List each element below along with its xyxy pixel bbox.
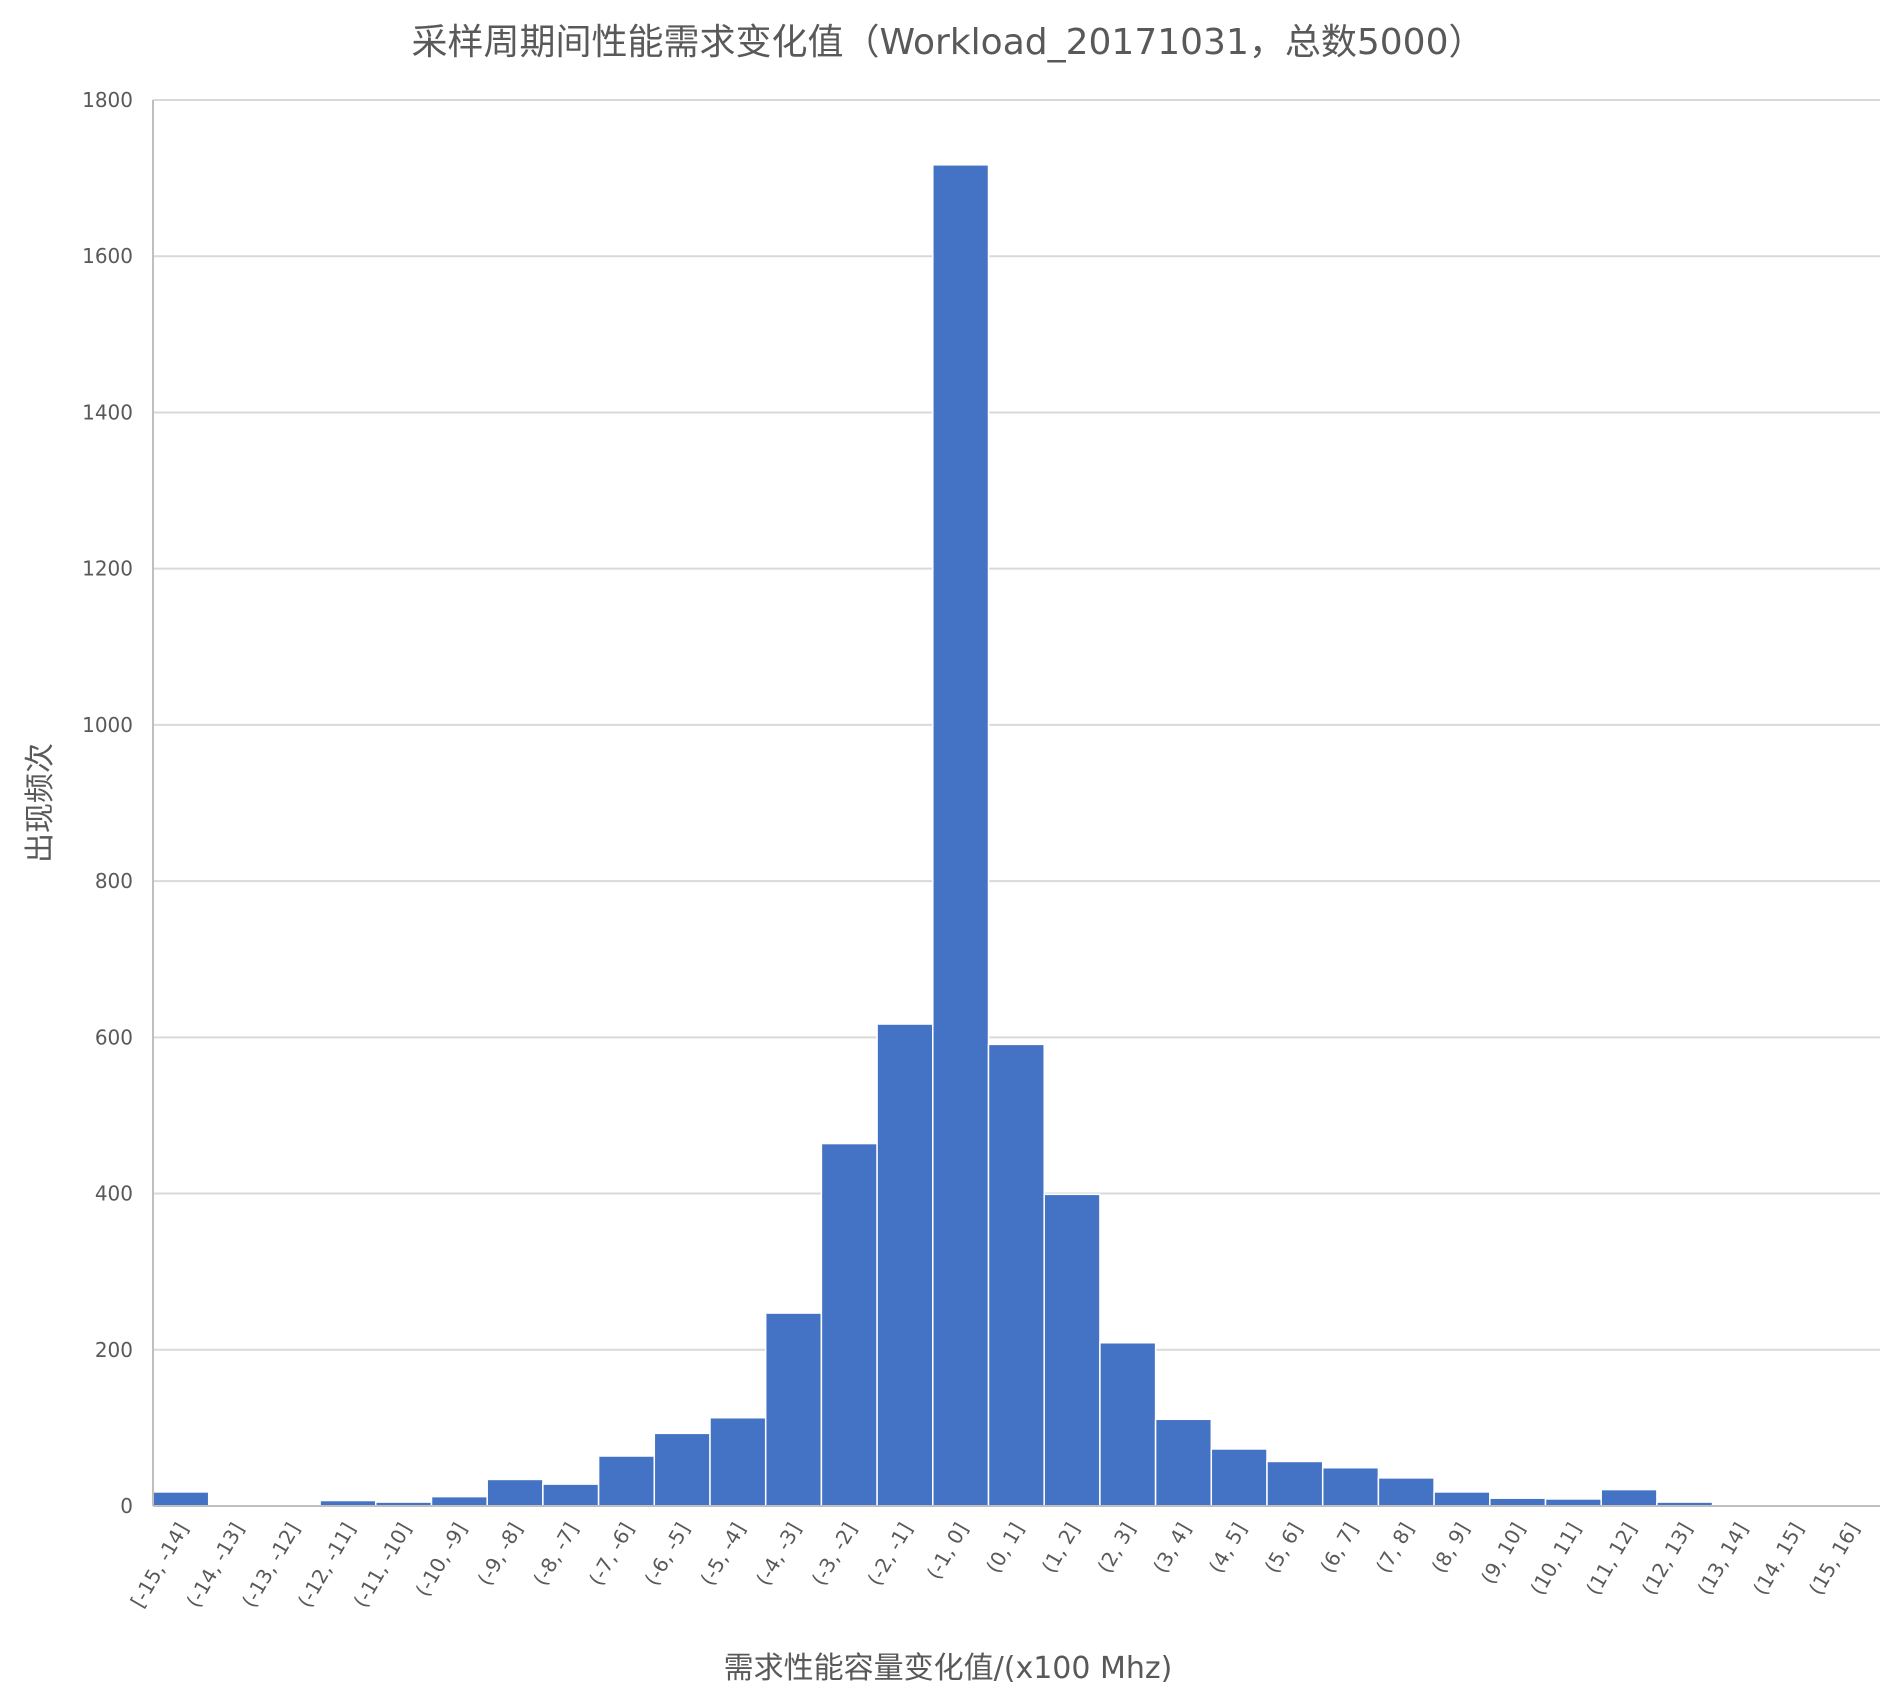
x-tick-label: (8, 9]: [1427, 1519, 1475, 1578]
y-tick-label: 600: [95, 1025, 133, 1049]
bar: [1266, 1460, 1324, 1507]
bar: [1433, 1491, 1491, 1507]
y-axis-ticks: 0 200 400 600 800 1000 1200 1400 1600 1800: [82, 88, 133, 1518]
bar: [876, 1023, 934, 1507]
x-axis-title: 需求性能容量变化值/(x100 Mhz): [724, 1651, 1173, 1686]
x-tick-label: (5, 6]: [1260, 1519, 1308, 1578]
x-tick-label: (2, 3]: [1092, 1519, 1140, 1578]
x-axis-ticks: [-15, -14](-14, -13](-13, -12](-12, -11]…: [126, 1519, 1865, 1612]
bar: [1321, 1466, 1380, 1507]
y-tick-label: 800: [95, 869, 133, 893]
x-tick-label: (-4, -3]: [751, 1519, 806, 1590]
x-tick-label: (0, 1]: [981, 1519, 1029, 1578]
bar: [820, 1142, 878, 1507]
gridlines: [153, 99, 1880, 1351]
x-tick-label: (-6, -5]: [640, 1519, 695, 1590]
x-tick-label: (1, 2]: [1037, 1519, 1085, 1578]
y-tick-label: 0: [120, 1494, 133, 1518]
y-tick-label: 1400: [82, 400, 133, 424]
x-tick-label: (-3, -2]: [807, 1519, 862, 1590]
x-tick-label: (-2, -1]: [862, 1519, 917, 1590]
y-axis-title: 出现频次: [23, 743, 58, 863]
bar: [1600, 1488, 1658, 1507]
bar: [1489, 1497, 1547, 1507]
x-tick-label: (10, 11]: [1525, 1519, 1585, 1600]
bar: [152, 1491, 210, 1507]
x-tick-label: (7, 8]: [1371, 1519, 1419, 1578]
y-tick-label: 1600: [82, 244, 133, 268]
x-tick-label: (-1, 0]: [922, 1519, 973, 1584]
bar: [597, 1455, 656, 1507]
bar: [1210, 1448, 1268, 1507]
x-tick-label: (9, 10]: [1476, 1519, 1530, 1589]
x-tick-label: (-5, -4]: [695, 1519, 750, 1590]
x-tick-label: (13, 14]: [1692, 1519, 1752, 1600]
bar: [709, 1416, 767, 1507]
y-tick-label: 400: [95, 1182, 133, 1206]
chart-title: 采样周期间性能需求变化值（Workload_20171031，总数5000）: [412, 22, 1485, 63]
y-tick-label: 1000: [82, 713, 133, 737]
bar: [430, 1495, 488, 1507]
x-tick-label: (-10, -9]: [410, 1519, 471, 1601]
bar: [542, 1483, 600, 1507]
bar: [1377, 1477, 1435, 1507]
x-tick-label: (14, 15]: [1748, 1519, 1808, 1600]
bar: [1043, 1193, 1101, 1507]
x-tick-label: (-8, -7]: [528, 1519, 583, 1590]
y-tick-label: 1800: [82, 88, 133, 112]
x-tick-label: (-9, -8]: [472, 1519, 527, 1590]
bar: [1154, 1418, 1213, 1507]
x-tick-label: (-7, -6]: [584, 1519, 639, 1590]
y-tick-label: 1200: [82, 557, 133, 581]
bars: [152, 164, 1825, 1507]
x-tick-label: (4, 5]: [1204, 1519, 1252, 1578]
x-tick-label: (6, 7]: [1315, 1519, 1363, 1578]
x-tick-label: (12, 13]: [1637, 1519, 1697, 1600]
y-tick-label: 200: [95, 1338, 133, 1362]
bar: [1544, 1498, 1602, 1507]
bar: [932, 164, 990, 1507]
x-tick-label: (11, 12]: [1581, 1519, 1641, 1600]
bar: [486, 1478, 544, 1507]
x-tick-label: (3, 4]: [1148, 1519, 1196, 1578]
bar: [1099, 1341, 1157, 1507]
bar: [987, 1043, 1045, 1507]
bar: [764, 1312, 823, 1507]
bar: [653, 1432, 711, 1507]
x-tick-label: (15, 16]: [1804, 1519, 1864, 1600]
